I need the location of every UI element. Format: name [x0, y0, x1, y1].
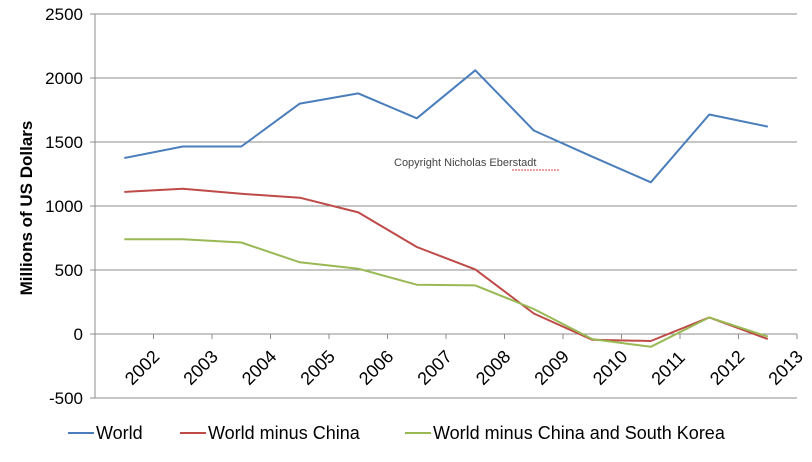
legend-label: World	[96, 423, 143, 443]
x-tick-label: 2009	[530, 346, 572, 388]
y-tick-label: 0	[74, 325, 83, 344]
y-tick-label: 2500	[45, 5, 83, 24]
y-tick-label: -500	[49, 389, 83, 408]
copyright-annotation: Copyright Nicholas Eberstadt	[394, 157, 536, 169]
x-tick-label: 2011	[647, 347, 689, 389]
gridlines	[95, 13, 797, 399]
y-tick-label: 1500	[45, 133, 83, 152]
x-tick-label: 2012	[706, 346, 748, 388]
series-line	[124, 187, 769, 342]
x-tick-labels: 2002 2003 2004 2005 2006 2007 2008 2009 2010 2011…	[121, 346, 807, 388]
legend-label: World minus China and South Korea	[433, 423, 726, 443]
x-tick-label: 2005	[296, 346, 338, 388]
y-tick-label: 500	[55, 261, 83, 280]
y-axis-label: Millions of US Dollars	[17, 121, 36, 296]
x-tick-label: 2003	[179, 346, 221, 388]
axes	[90, 13, 798, 399]
x-tick-label: 2013	[764, 346, 806, 388]
y-tick-label: 1000	[45, 197, 83, 216]
legend-label: World minus China	[208, 423, 361, 443]
legend: World World minus China World minus China …	[68, 423, 726, 443]
x-tick-label: 2008	[472, 346, 514, 388]
x-tick-label: 2010	[589, 346, 631, 388]
x-tick-label: 2006	[355, 346, 397, 388]
x-tick-label: 2004	[238, 346, 280, 388]
x-tick-label: 2002	[121, 346, 163, 388]
series-lines	[124, 69, 769, 348]
series-line	[124, 238, 769, 348]
series-line	[124, 69, 769, 184]
y-tick-label: 2000	[45, 69, 83, 88]
y-tick-labels: -500 0 500 1000 1500 2000 2500	[45, 5, 83, 408]
x-tick-label: 2007	[413, 346, 455, 388]
